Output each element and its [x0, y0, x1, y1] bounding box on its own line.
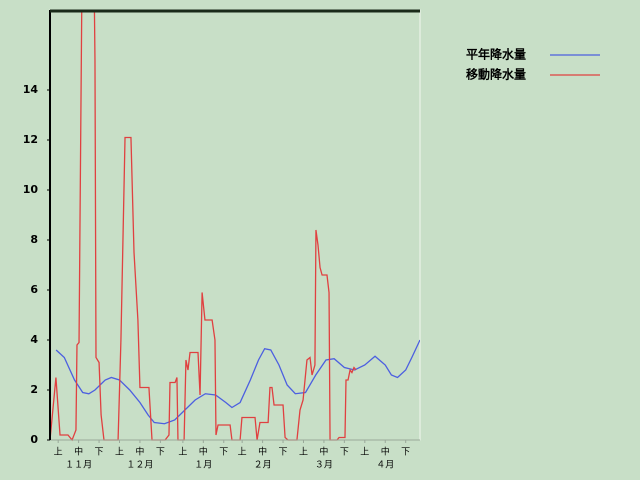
x-tick-label: 上	[115, 447, 124, 458]
x-tick-label: 中	[74, 446, 83, 458]
x-tick-label: 上	[238, 447, 247, 458]
y-tick-label: 12	[23, 133, 38, 146]
x-tick-label: 中	[135, 446, 144, 458]
plot-lines	[50, 10, 420, 442]
data-line	[55, 339, 420, 425]
x-tick-label: 中	[319, 446, 328, 458]
x-tick-label: 上	[360, 447, 369, 458]
x-tick-label: 中	[258, 446, 267, 458]
month-label: ２月	[254, 460, 272, 471]
x-tick-label: 上	[54, 447, 63, 458]
month-label: １２月	[126, 460, 153, 471]
x-tick-label: 下	[401, 448, 410, 458]
x-tick-label: 下	[279, 448, 288, 458]
x-tick-label: 上	[299, 447, 308, 458]
y-tick-label: 8	[30, 233, 38, 246]
month-label: ４月	[376, 460, 394, 471]
x-tick-label: 中	[199, 446, 208, 458]
month-label: １月	[194, 460, 212, 471]
x-tick-label: 下	[219, 448, 228, 458]
x-tick-label: 中	[381, 446, 390, 458]
legend-label: 平年降水量	[466, 47, 526, 62]
month-label: １１月	[65, 460, 92, 471]
y-tick-label: 0	[30, 433, 38, 446]
x-tick-label: 下	[156, 448, 165, 458]
y-tick-label: 2	[30, 383, 38, 396]
x-tick-label: 下	[340, 448, 349, 458]
x-tick-label: 上	[178, 447, 187, 458]
legend-label: 移動降水量	[466, 67, 526, 82]
y-tick-label: 10	[23, 183, 39, 196]
month-label: ３月	[315, 460, 333, 471]
y-tick-label: 6	[30, 283, 38, 296]
plot-frame	[49, 9, 421, 441]
y-tick-label: 14	[23, 83, 39, 96]
data-line	[50, 10, 357, 442]
y-tick-label: 4	[30, 333, 38, 346]
x-tick-label: 下	[95, 448, 104, 458]
